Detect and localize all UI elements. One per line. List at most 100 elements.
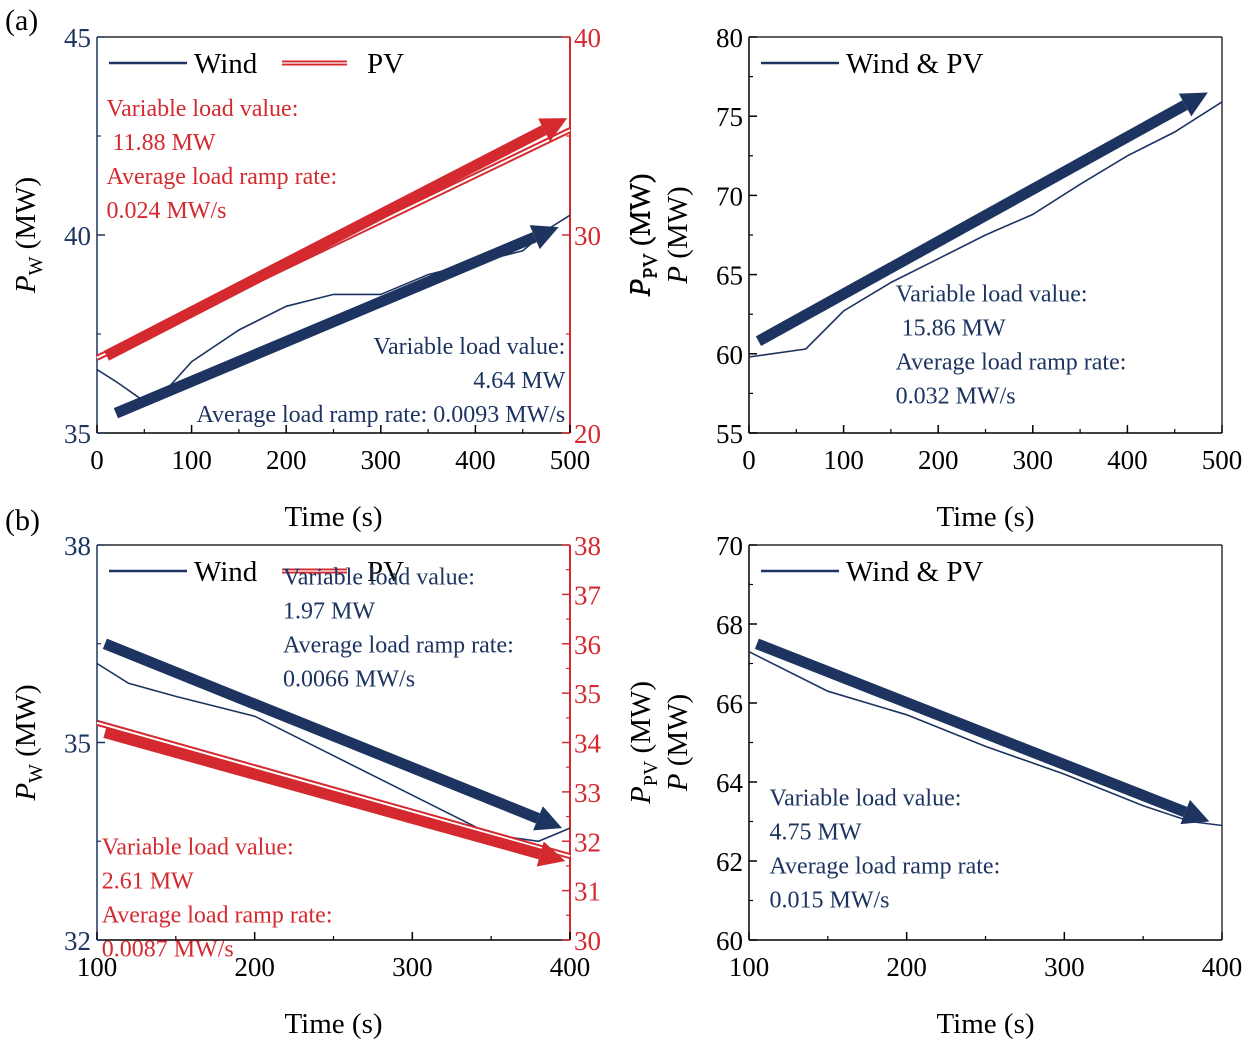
x-tick-label: 0 [90, 445, 104, 475]
y-axis-title-left: PW (MW) [10, 684, 47, 801]
y-axis-title-right: PPV (MW) [625, 681, 662, 805]
legend-label: Wind [194, 556, 258, 588]
annotation-line: Average load ramp rate: [283, 633, 514, 659]
annotation-line: 15.86 MW [896, 316, 1006, 342]
y-tick-label-left: 45 [64, 23, 91, 53]
y-tick-label-left: 70 [716, 531, 743, 561]
y-tick-label-left: 60 [716, 340, 743, 370]
y-axis-title-right-main: P [625, 279, 657, 298]
y-axis-title-right-unit: (MW) [625, 173, 657, 253]
trend-arrow-pv [103, 727, 542, 860]
x-tick-label: 100 [729, 952, 770, 982]
y-tick-label-left: 35 [64, 419, 91, 449]
y-axis-title-right-sub: PV [640, 253, 662, 279]
x-tick-label: 100 [823, 445, 864, 475]
y-tick-label-right: 38 [574, 531, 601, 561]
x-axis-title: Time (s) [936, 1008, 1034, 1040]
y-tick-label-left: 55 [716, 419, 743, 449]
annotation-line: 0.024 MW/s [106, 198, 226, 224]
y-tick-label-right: 33 [574, 778, 601, 808]
x-tick-label: 300 [1013, 445, 1054, 475]
y-tick-label-left: 65 [716, 261, 743, 291]
annotation-line: 0.015 MW/s [769, 888, 889, 914]
annotation-line: Average load ramp rate: 0.0093 MW/s [197, 402, 566, 428]
y-tick-label-right: 30 [574, 926, 601, 956]
y-tick-label-left: 64 [716, 768, 744, 798]
x-tick-label: 400 [455, 445, 496, 475]
legend-label: PV [367, 48, 404, 80]
annotation-line: 11.88 MW [106, 130, 215, 156]
y-axis-title-left-sub: W [25, 764, 47, 783]
y-axis-title-left-unit: (MW) [10, 177, 42, 257]
y-axis-title-left-sub: W [25, 256, 47, 275]
y-tick-label-left: 68 [716, 610, 743, 640]
legend-label: Wind & PV [846, 48, 983, 80]
x-tick-label: 400 [1107, 445, 1148, 475]
y-axis-title-left-unit: (MW) [662, 694, 694, 774]
annotation-wind: Variable load value: 1.97 MW Average load … [283, 565, 514, 693]
annotation-wind: Variable load value: 15.86 MW Average loa… [896, 282, 1127, 410]
trend-arrow-head-pv [536, 841, 566, 867]
y-axis-title-left-unit: (MW) [662, 186, 694, 266]
y-axis-title-left: P (MW) [662, 694, 694, 792]
y-tick-label-right: 30 [574, 221, 601, 251]
y-axis-title-pv-unit: (MW) [624, 173, 656, 253]
y-tick-label-left: 35 [64, 729, 91, 759]
annotation-line: 4.75 MW [769, 820, 861, 846]
series-pv-inner [96, 721, 571, 858]
x-tick-label: 200 [886, 952, 927, 982]
y-tick-label-left: 38 [64, 531, 91, 561]
x-tick-label: 400 [550, 952, 591, 982]
annotation-line: 0.0066 MW/s [283, 667, 415, 693]
y-tick-label-left: 80 [716, 23, 743, 53]
y-axis-title-pv-sub: PV [639, 253, 661, 279]
panel-label-a: (a) [5, 4, 38, 37]
y-axis-title-left-main: P [662, 266, 694, 285]
annotation-line: Average load ramp rate: [769, 854, 1000, 880]
x-tick-label: 100 [77, 952, 118, 982]
annotation-pv: Variable load value: 11.88 MW Average loa… [106, 96, 337, 224]
chart-a_right: 0 100 200 300 400 500 Time (s) 55 60 65 70 75 80 P (M… [624, 23, 1242, 533]
series-wind [96, 662, 571, 843]
y-axis-title-left-unit: (MW) [10, 684, 42, 764]
x-tick-label: 200 [918, 445, 959, 475]
y-axis-title-right-main: P [625, 786, 657, 805]
y-axis-title-left: PW (MW) [10, 177, 47, 294]
annotation-line: 0.032 MW/s [896, 384, 1016, 410]
y-tick-label-right: 35 [574, 679, 601, 709]
y-axis-title-left-main: P [662, 774, 694, 793]
chart-b_right: 100 200 300 400 Time (s) 60 62 64 66 68 70 P (MW) Wi… [662, 531, 1242, 1040]
y-tick-label-left: 40 [64, 221, 91, 251]
annotation-line: Variable load value: [896, 282, 1088, 308]
annotation-line: Variable load value: [102, 834, 294, 860]
trend-arrow-wind [754, 638, 1188, 818]
annotation-line: Average load ramp rate: [896, 350, 1127, 376]
series-wind-pv [748, 101, 1223, 358]
panel-label-b: (b) [5, 504, 40, 537]
y-tick-label-left: 60 [716, 926, 743, 956]
x-tick-label: 0 [742, 445, 756, 475]
annotation-line: Average load ramp rate: [102, 902, 333, 928]
x-tick-label: 300 [361, 445, 402, 475]
trend-arrow-head-pv [538, 118, 568, 142]
x-axis-title: Time (s) [936, 501, 1034, 533]
annotation-line: 1.97 MW [283, 599, 375, 625]
y-tick-label-left: 75 [716, 102, 743, 132]
annotation-line: Variable load value: [373, 334, 565, 360]
annotation-line: 2.61 MW [102, 868, 194, 894]
y-tick-label-left: 66 [716, 689, 743, 719]
trend-arrow-head-wind [533, 806, 563, 831]
y-tick-label-right: 31 [574, 877, 601, 907]
y-tick-label-right: 36 [574, 630, 601, 660]
trend-arrow-wind [102, 638, 541, 824]
y-axis-title-left: P (MW) [662, 186, 694, 284]
trend-arrow-wind [113, 232, 537, 419]
annotation-wind: Variable load value: 4.75 MW Average load … [769, 786, 1000, 914]
annotation-pv: Variable load value: 2.61 MW Average load … [102, 834, 333, 962]
x-tick-label: 400 [1202, 952, 1243, 982]
annotation-wind: Variable load value: 4.64 MW Average load … [197, 334, 566, 428]
y-axis-title-left-main: P [10, 275, 42, 294]
x-tick-label: 500 [1202, 445, 1243, 475]
y-tick-label-right: 34 [574, 729, 602, 759]
